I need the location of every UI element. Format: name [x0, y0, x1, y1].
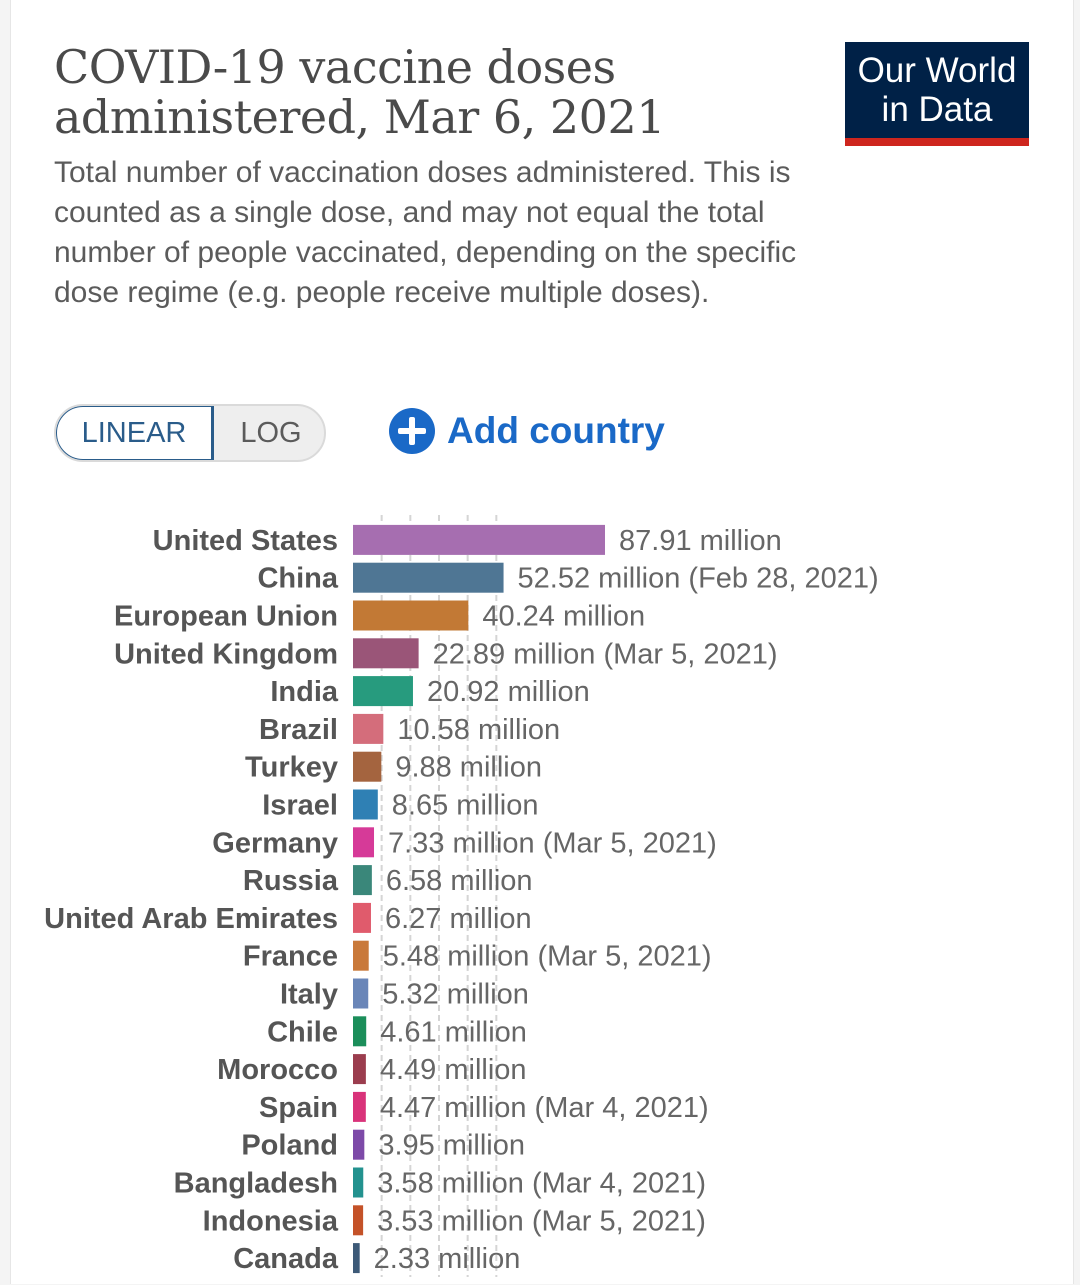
- value-label: 10.58 million: [397, 714, 560, 746]
- value-label: 20.92 million: [427, 676, 590, 708]
- country-label[interactable]: China: [257, 563, 338, 595]
- country-label[interactable]: India: [270, 676, 339, 708]
- country-label[interactable]: United Arab Emirates: [44, 903, 338, 935]
- country-label[interactable]: Italy: [280, 979, 338, 1011]
- value-label: 4.47 million (Mar 4, 2021): [380, 1092, 709, 1124]
- country-label[interactable]: Poland: [241, 1130, 338, 1162]
- value-label: 22.89 million (Mar 5, 2021): [433, 638, 778, 670]
- bar[interactable]: [353, 1167, 364, 1198]
- scale-toggle: LINEAR LOG: [54, 404, 326, 462]
- country-label[interactable]: United States: [153, 525, 338, 557]
- bar[interactable]: [353, 1205, 364, 1236]
- linear-scale-button[interactable]: LINEAR: [56, 406, 214, 460]
- country-label[interactable]: Germany: [212, 827, 338, 859]
- bar[interactable]: [353, 827, 375, 858]
- bar[interactable]: [353, 1016, 367, 1047]
- country-label[interactable]: Israel: [262, 790, 338, 822]
- country-label[interactable]: Brazil: [259, 714, 338, 746]
- country-label[interactable]: Chile: [267, 1016, 338, 1048]
- country-label[interactable]: Spain: [259, 1092, 338, 1124]
- value-label: 52.52 million (Feb 28, 2021): [518, 563, 879, 595]
- value-label: 5.48 million (Mar 5, 2021): [383, 941, 712, 973]
- chart-title: COVID-19 vaccine doses administered, Mar…: [54, 40, 665, 144]
- country-label[interactable]: Bangladesh: [174, 1168, 338, 1200]
- bar[interactable]: [353, 1054, 366, 1085]
- logo-line-1: Our World: [857, 51, 1017, 90]
- value-label: 3.95 million: [378, 1130, 525, 1162]
- country-label[interactable]: Indonesia: [203, 1205, 339, 1237]
- bar[interactable]: [353, 902, 371, 933]
- value-label: 2.33 million: [374, 1243, 521, 1275]
- country-label[interactable]: France: [243, 941, 338, 973]
- log-scale-button[interactable]: LOG: [240, 417, 302, 449]
- value-label: 4.61 million: [380, 1016, 527, 1048]
- value-label: 8.65 million: [392, 790, 539, 822]
- chart-card: COVID-19 vaccine doses administered, Mar…: [10, 0, 1074, 1284]
- value-label: 5.32 million: [382, 979, 529, 1011]
- country-label[interactable]: United Kingdom: [114, 638, 338, 670]
- add-country-button[interactable]: Add country: [389, 406, 665, 456]
- value-label: 7.33 million (Mar 5, 2021): [388, 827, 717, 859]
- value-label: 3.58 million (Mar 4, 2021): [377, 1168, 706, 1200]
- bar[interactable]: [353, 865, 372, 896]
- bar-chart: United States 87.91 million China 52.52 mil…: [44, 515, 879, 1277]
- bar[interactable]: [353, 940, 369, 971]
- bar[interactable]: [353, 600, 469, 631]
- country-label[interactable]: European Union: [114, 601, 338, 633]
- chart-subtitle: Total number of vaccination doses admini…: [54, 156, 797, 309]
- bar[interactable]: [353, 1129, 365, 1160]
- value-label: 40.24 million: [482, 601, 645, 633]
- value-label: 4.49 million: [380, 1054, 527, 1086]
- bar[interactable]: [353, 789, 378, 820]
- add-country-label: Add country: [447, 410, 665, 451]
- value-label: 87.91 million: [619, 525, 782, 557]
- bar[interactable]: [353, 1243, 360, 1274]
- country-label[interactable]: Turkey: [245, 752, 338, 784]
- value-label: 3.53 million (Mar 5, 2021): [377, 1205, 706, 1237]
- bar[interactable]: [353, 638, 419, 669]
- bar[interactable]: [353, 751, 382, 782]
- bar[interactable]: [353, 978, 369, 1009]
- value-label: 6.58 million: [386, 865, 533, 897]
- plus-circle-icon: [389, 408, 435, 454]
- country-label[interactable]: Morocco: [217, 1054, 338, 1086]
- bar[interactable]: [353, 713, 384, 744]
- bar[interactable]: [353, 562, 504, 593]
- logo-line-2: in Data: [881, 90, 993, 129]
- value-label: 9.88 million: [395, 752, 542, 784]
- owid-logo[interactable]: Our World in Data: [845, 42, 1029, 146]
- bar[interactable]: [353, 676, 413, 707]
- value-label: 6.27 million: [385, 903, 532, 935]
- country-label[interactable]: Canada: [233, 1243, 339, 1275]
- bar[interactable]: [353, 524, 605, 555]
- country-label[interactable]: Russia: [243, 865, 339, 897]
- bar[interactable]: [353, 1091, 366, 1122]
